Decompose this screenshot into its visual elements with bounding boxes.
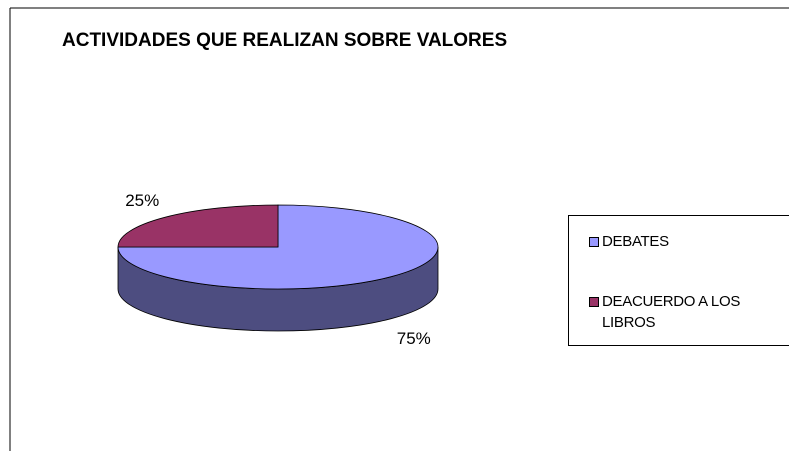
legend: DEBATES DEACUERDO A LOS LIBROS <box>568 215 789 346</box>
data-label: 75% <box>397 329 431 348</box>
legend-swatch <box>589 297 599 307</box>
legend-label: DEACUERDO A LOS LIBROS <box>602 293 741 331</box>
legend-entry: DEBATES <box>589 231 789 252</box>
legend-swatch <box>589 237 599 247</box>
data-label: 25% <box>125 191 159 210</box>
legend-entry: DEACUERDO A LOS LIBROS <box>589 291 789 333</box>
chart-title: ACTIVIDADES QUE REALIZAN SOBRE VALORES <box>62 30 507 51</box>
legend-label: DEBATES <box>602 233 669 250</box>
pie-slice <box>117 204 279 248</box>
